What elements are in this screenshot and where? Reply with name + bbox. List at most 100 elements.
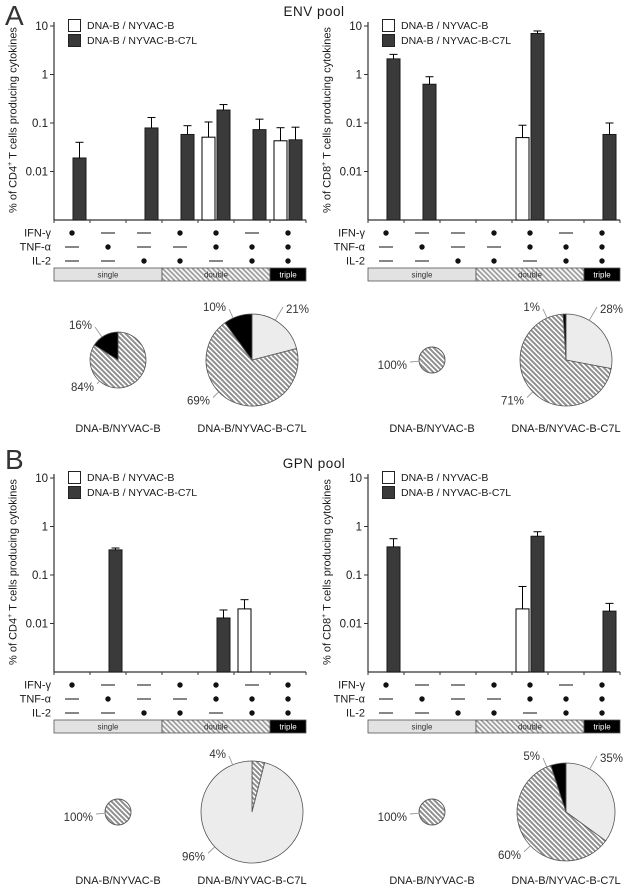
leader-line: [409, 360, 420, 363]
pie-slice: [550, 762, 567, 813]
bar-white: [515, 608, 530, 673]
cytokine-row-label: IFN-γ: [338, 228, 365, 240]
bar-chart-cd8-env: 10 1 0.1 0.01 IFN-γ TNF-α IL-2 single double trip…: [334, 21, 621, 282]
y-axis-label-sup: +: [7, 161, 14, 166]
band-label: triple: [279, 723, 297, 732]
pie-caption: DNA-B/NYVAC-B-C7L: [511, 423, 620, 435]
cytokine-dot: [491, 710, 497, 716]
panel-a-cd4-block: % of CD4+ T cells producing cytokines DN…: [0, 0, 314, 441]
band-label: double: [204, 723, 229, 732]
panel-b-title: GPN pool: [282, 456, 346, 471]
pie-slice: [418, 798, 446, 826]
cytokine-row-label: IFN-γ: [338, 680, 365, 692]
bar-dark: [180, 133, 195, 221]
cytokine-dot: [69, 230, 75, 236]
legend-label: DNA-B / NYVAC-B-C7L: [401, 34, 512, 47]
leader-line: [409, 812, 420, 815]
cytokine-dot: [213, 230, 219, 236]
pie-slice: [565, 762, 616, 842]
pie-percent-label: 1%: [523, 302, 540, 314]
bar-dark: [386, 58, 401, 221]
band-label: single: [412, 271, 433, 280]
cytokine-dot: [141, 258, 147, 264]
pie-percent-label: 84%: [71, 382, 94, 394]
pie-percent-label: 28%: [600, 304, 623, 316]
legend: DNA-B / NYVAC-B DNA-B / NYVAC-B-C7L: [382, 19, 511, 49]
panel-a-title: ENV pool: [283, 4, 345, 19]
cytokine-dot: [527, 682, 533, 688]
cytokine-dot: [419, 696, 425, 702]
legend-swatch-dark: [382, 34, 395, 47]
cytokine-dot: [285, 710, 291, 716]
bar-white: [237, 608, 252, 673]
y-tick-label: 1: [356, 70, 362, 82]
legend-label: DNA-B / NYVAC-B-C7L: [87, 34, 198, 47]
pie-percent-label: 69%: [187, 396, 210, 408]
legend-entry-white: DNA-B / NYVAC-B: [68, 19, 197, 32]
y-tick-label: 0.1: [346, 570, 362, 582]
bar-dark: [422, 83, 437, 221]
bar-dark: [288, 139, 303, 221]
panel-b-letter: B: [5, 444, 24, 475]
y-axis-label-sup: +: [321, 161, 328, 166]
leader-line: [228, 308, 234, 319]
bar-white: [201, 136, 216, 221]
legend-swatch-dark: [68, 34, 81, 47]
y-tick-label: 0.01: [26, 167, 48, 179]
cytokine-dot: [249, 710, 255, 716]
pie-slice: [565, 313, 613, 370]
cytokine-dot: [563, 258, 569, 264]
pie-percent-label: 100%: [378, 812, 407, 824]
cytokine-dot: [285, 244, 291, 250]
y-tick-label: 1: [356, 522, 362, 534]
panel-b-cd4-block: % of CD4+ T cells producing cytokines DN…: [0, 452, 314, 893]
y-tick-label: 0.01: [340, 619, 362, 631]
cytokine-row-label: TNF-α: [334, 694, 366, 706]
bar-dark: [108, 549, 123, 673]
cytokine-dot: [491, 682, 497, 688]
y-tick-label: 10: [35, 473, 48, 485]
cytokine-row-label: TNF-α: [20, 242, 52, 254]
cytokine-dot: [455, 258, 461, 264]
leader-line: [274, 306, 284, 321]
legend-label: DNA-B / NYVAC-B-C7L: [87, 486, 198, 499]
leader-line: [95, 812, 106, 815]
pie-slice: [200, 760, 304, 864]
leader-line: [94, 326, 103, 338]
pie-percent-label: 10%: [203, 302, 226, 314]
y-tick-label: 0.01: [26, 619, 48, 631]
pie-percent-label: 100%: [378, 360, 407, 372]
pie-percent-label: 21%: [286, 304, 309, 316]
pie-slice: [205, 322, 299, 407]
band-segment: [269, 267, 307, 282]
pie-caption: DNA-B/NYVAC-B-C7L: [197, 423, 306, 435]
pie-caption: DNA-B/NYVAC-B-C7L: [511, 875, 620, 887]
leader-line: [96, 380, 100, 385]
legend-swatch-dark: [68, 486, 81, 499]
band-label: single: [98, 271, 119, 280]
cytokine-dot: [285, 682, 291, 688]
pie-charts-cd4-env: 84% 16% DNA-B/NYVAC-B 21% 69% 10% DNA-B/NYVAC-…: [69, 302, 309, 435]
y-tick-label: 0.01: [340, 167, 362, 179]
cytokine-row-label: IL-2: [32, 256, 51, 268]
band-label: single: [98, 723, 119, 732]
pie-slice: [224, 313, 253, 362]
cytokine-dot: [213, 682, 219, 688]
cytokine-dot: [491, 230, 497, 236]
legend-label: DNA-B / NYVAC-B: [401, 471, 489, 484]
bar-dark: [216, 617, 231, 673]
band-label: triple: [593, 271, 611, 280]
band-label: triple: [279, 271, 297, 280]
cytokine-row-label: IFN-γ: [24, 228, 51, 240]
cytokine-dot: [213, 696, 219, 702]
bar-dark: [530, 33, 545, 221]
leader-line: [589, 755, 598, 770]
cytokine-dot: [69, 682, 75, 688]
leader-line: [526, 391, 534, 398]
cytokine-row-label: IL-2: [32, 708, 51, 720]
pie-percent-label: 35%: [600, 753, 623, 765]
legend-entry-white: DNA-B / NYVAC-B: [382, 471, 511, 484]
cytokine-dot: [527, 230, 533, 236]
y-tick-label: 10: [35, 21, 48, 33]
cytokine-dot: [249, 258, 255, 264]
